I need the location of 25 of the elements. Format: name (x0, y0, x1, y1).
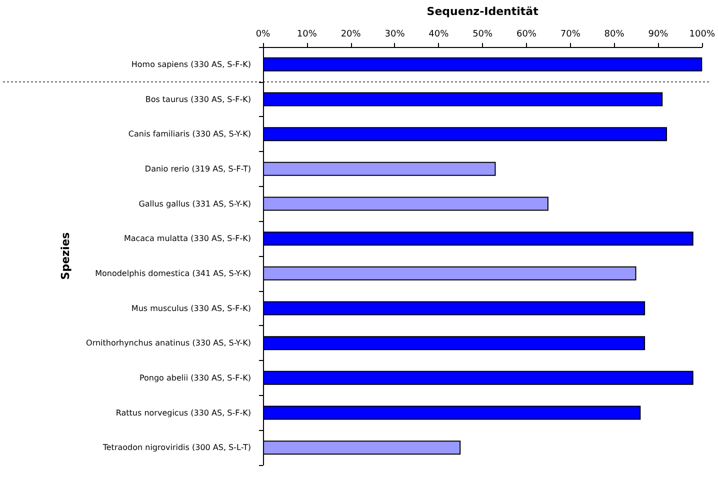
y-tick-label: Mus musculus (330 AS, S-F-K) (131, 304, 251, 313)
y-tick-label: Macaca mulatta (330 AS, S-F-K) (124, 234, 251, 244)
y-tick-label: Monodelphis domestica (341 AS, S-Y-K) (95, 268, 251, 278)
x-tick-label: 10% (296, 30, 318, 40)
x-tick-label: 60% (516, 30, 537, 40)
x-tick-label: 20% (340, 30, 362, 40)
y-tick-label: Canis familiaris (330 AS, S-Y-K) (128, 130, 251, 139)
y-tick-label: Rattus norvegicus (330 AS, S-F-K) (116, 408, 251, 418)
x-tick-label: 0% (256, 30, 271, 40)
y-tick-label: Gallus gallus (331 AS, S-Y-K) (138, 199, 251, 208)
x-tick-label: 50% (472, 30, 494, 40)
x-tick-label: 100% (689, 30, 716, 40)
y-tick-label: Pongo abelii (330 AS, S-F-K) (139, 373, 251, 382)
x-tick-label: 90% (648, 30, 669, 40)
x-tick-label: 30% (384, 30, 406, 40)
x-tick-label: 80% (604, 30, 625, 40)
x-tick-label: 70% (560, 30, 581, 40)
y-axis-title: Spezies (59, 232, 72, 280)
y-tick-label: Danio rerio (319 AS, S-F-T) (144, 164, 251, 174)
y-tick-label: Tetraodon nigroviridis (300 AS, S-L-T) (102, 443, 251, 452)
x-tick-label: 40% (428, 30, 450, 40)
y-tick-label: Homo sapiens (330 AS, S-F-K) (131, 60, 251, 69)
y-tick-label: Bos taurus (330 AS, S-F-K) (145, 94, 251, 104)
y-tick-label: Ornithorhynchus anatinus (330 AS, S-Y-K) (86, 338, 251, 348)
x-axis-title: Sequenz-Identität (426, 5, 538, 18)
